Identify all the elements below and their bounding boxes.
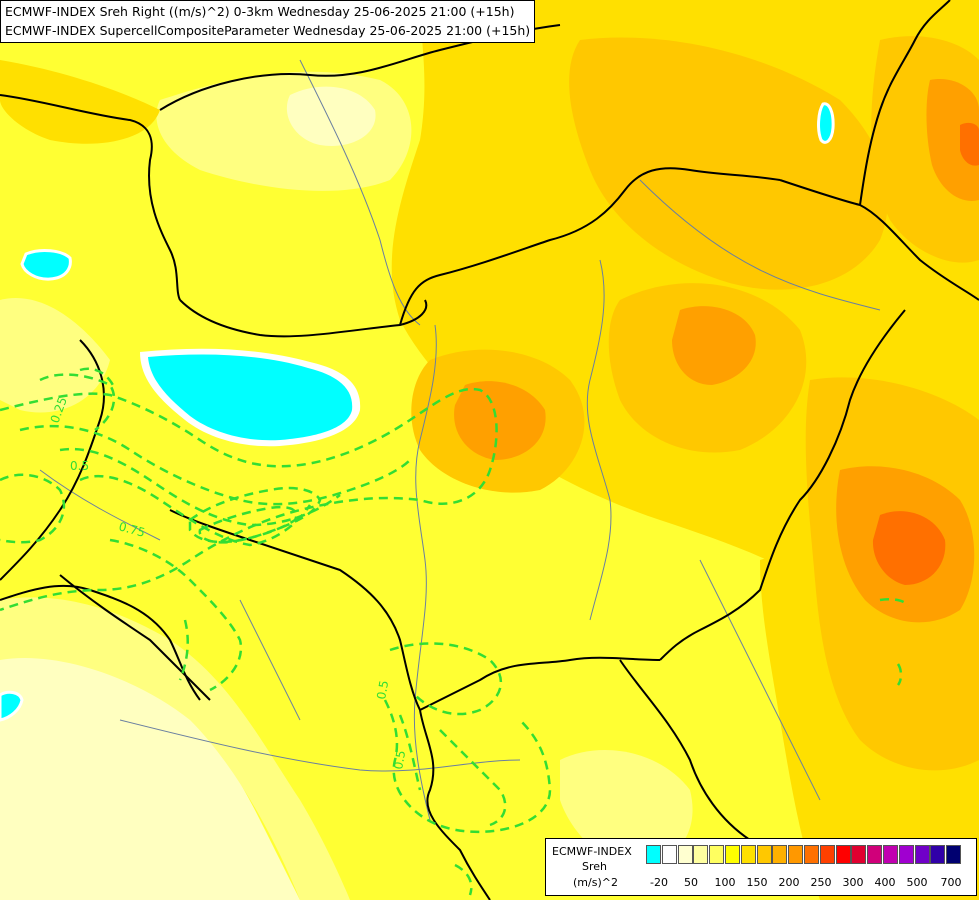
- legend-tick-label: 100: [714, 876, 736, 889]
- contour-label-05-west: 0.5: [70, 459, 89, 473]
- border-slovenia-croatia: [59, 574, 211, 701]
- legend-swatch: [693, 845, 709, 864]
- legend-swatch: [804, 845, 819, 864]
- legend-swatch: [835, 845, 851, 864]
- border-czech-austria: [0, 94, 181, 301]
- contour-label-05-south-a: 0.5: [374, 679, 391, 700]
- legend-swatch: [946, 845, 962, 864]
- legend-source-label: ECMWF-INDEX: [552, 845, 632, 858]
- field-light-southwest: [0, 597, 350, 900]
- legend-unit-label: (m/s)^2: [573, 876, 618, 889]
- border-ukraine: [779, 179, 979, 301]
- legend-swatch: [725, 845, 740, 864]
- legend-tick-label: -20: [650, 876, 668, 889]
- field-cyan-southwest: [0, 690, 24, 722]
- field-amber-northeast: [569, 37, 888, 290]
- border-slovakia-hungary: [399, 167, 781, 326]
- legend-tick-label: 700: [940, 876, 962, 889]
- legend-swatch: [867, 845, 883, 864]
- scp-contours: [0, 367, 910, 896]
- legend-tick-label: 250: [810, 876, 832, 889]
- legend-swatch: [898, 845, 914, 864]
- field-orange-east-center: [672, 306, 756, 385]
- field-orange-far-east: [926, 79, 979, 201]
- border-serbia-croatia: [419, 709, 491, 900]
- legend-swatch: [914, 845, 930, 864]
- border-ukraine-north: [859, 0, 951, 206]
- legend-tick-label: 150: [746, 876, 768, 889]
- legend-swatch: [819, 845, 835, 864]
- map-title-box: ECMWF-INDEX Sreh Right ((m/s)^2) 0-3km W…: [0, 0, 536, 43]
- legend-swatch: [677, 845, 693, 864]
- contour-label-075: 0.75: [117, 519, 146, 539]
- legend-swatch: [772, 845, 788, 864]
- border-austria-slovenia: [0, 584, 201, 701]
- legend-swatch: [661, 845, 677, 864]
- color-legend: ECMWF-INDEX Sreh (m/s)^2 -20 50 100 150 200 2…: [545, 838, 977, 896]
- border-hungary-serbia: [419, 656, 661, 711]
- field-pale-north: [286, 86, 376, 146]
- legend-swatch: [883, 845, 898, 864]
- legend-tick-label: 500: [906, 876, 928, 889]
- field-cyan-west: [20, 249, 72, 281]
- field-darkorange-southeast: [872, 511, 946, 585]
- field-cyan-lake: [148, 354, 353, 441]
- legend-swatch: [788, 845, 804, 864]
- legend-tick-label: 50: [684, 876, 698, 889]
- map-title-line2: ECMWF-INDEX SupercellCompositeParameter …: [5, 23, 531, 38]
- field-gold-north-strip: [0, 60, 160, 144]
- contour-label-05-south-b: 0.5: [391, 749, 408, 770]
- legend-variable-label: Sreh: [582, 860, 608, 873]
- field-light-west: [0, 298, 110, 413]
- border-hungary-croatia: [169, 509, 421, 711]
- contour-labels: 0.25 0.5 0.75 0.5 0.5: [48, 395, 409, 770]
- legend-swatch: [756, 845, 772, 864]
- legend-tick-label: 200: [778, 876, 800, 889]
- field-orange-center: [454, 381, 546, 460]
- border-romania-serbia: [619, 659, 751, 841]
- legend-swatch: [709, 845, 725, 864]
- legend-swatch: [740, 845, 756, 864]
- field-cyan-northeast: [817, 102, 835, 144]
- field-darkorange-far-east: [960, 122, 979, 166]
- border-austria-slovakia-hungary: [179, 299, 428, 338]
- border-austria-hungary-west: [0, 339, 105, 581]
- legend-tick-label: 400: [874, 876, 896, 889]
- legend-swatch: [930, 845, 946, 864]
- legend-swatch: [646, 845, 661, 864]
- map-title-line1: ECMWF-INDEX Sreh Right ((m/s)^2) 0-3km W…: [5, 4, 515, 19]
- border-romania-hungary: [659, 309, 906, 661]
- legend-tick-label: 300: [842, 876, 864, 889]
- field-pale-southwest: [0, 633, 300, 900]
- legend-swatch: [851, 845, 867, 864]
